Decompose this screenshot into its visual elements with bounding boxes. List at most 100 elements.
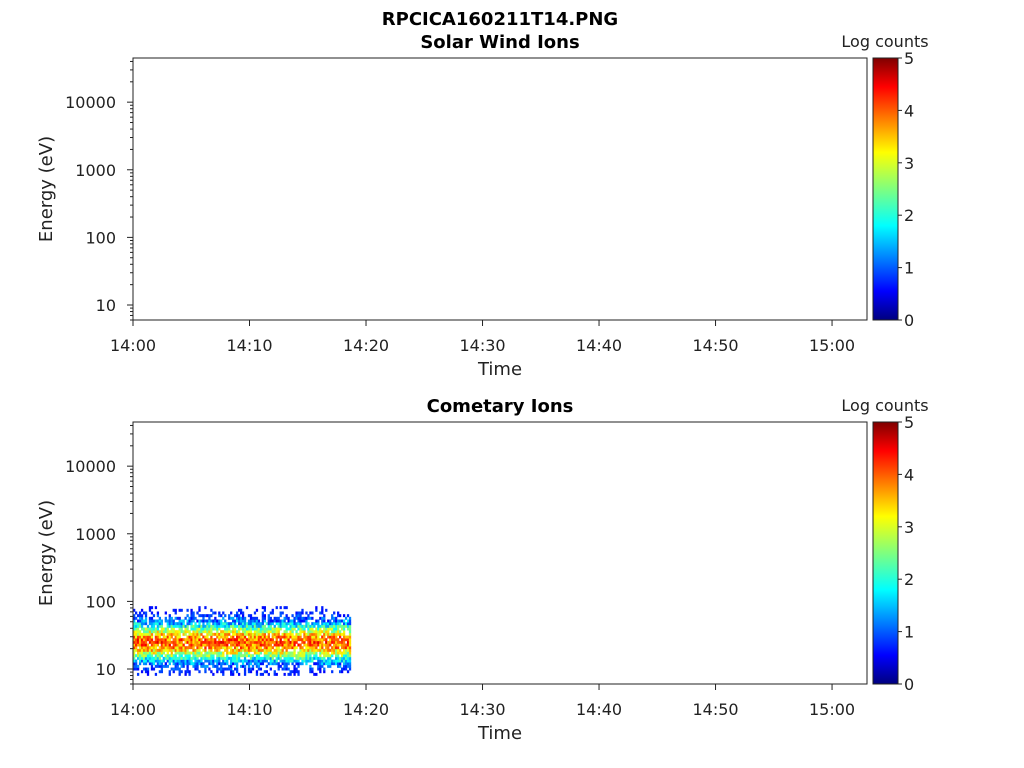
spectrogram-cell [251,640,255,644]
spectrogram-cell [188,646,191,650]
spectrogram-cell [186,670,189,674]
spectrogram-cell [249,654,253,658]
spectrogram-cell [198,614,201,618]
y-axis-label: Energy (eV) [36,136,57,242]
spectrogram-cell [192,619,195,623]
spectrogram-cell [194,640,197,644]
spectrogram-cell [196,667,199,671]
spectrogram-cell [134,611,138,615]
spectrogram-cell [176,638,179,642]
spectrogram-cell [340,627,344,631]
spectrogram-cell [164,643,167,647]
spectrogram-cell [249,656,253,660]
spectrogram-cell [329,659,332,663]
spectrogram-cell [148,651,152,655]
spectrogram-cell [188,643,191,647]
spectrogram-cell [152,619,156,623]
spectrogram-cell [192,656,195,660]
spectrogram-cell [283,651,286,655]
spectrogram-cell [196,643,199,647]
spectrogram-cell [265,627,268,631]
spectrogram-cell [259,651,263,655]
spectrogram-cell [133,630,136,634]
spectrogram-cell [222,670,225,674]
spectrogram-cell [164,648,167,652]
spectrogram-cell [216,643,219,647]
spectrogram-cell [257,662,261,666]
spectrogram-cell [293,622,296,626]
spectrogram-cell [317,662,320,666]
spectrogram-cell [136,638,140,642]
spectrogram-cell [176,667,179,671]
spectrogram-cell [255,670,259,674]
spectrogram-cell [216,630,219,634]
spectrogram-cell [321,664,324,668]
colorbar-gradient [872,57,899,321]
spectrogram-cell [317,632,320,636]
spectrogram-cell [325,632,328,636]
spectrogram-cell [134,664,138,668]
spectrogram-cell [321,619,324,623]
spectrogram-cell [323,651,326,655]
spectrogram-cell [210,646,213,650]
spectrogram-cell [158,622,162,626]
spectrogram-cell [133,656,136,660]
spectrogram-cell [247,614,251,618]
spectrogram-cell [249,624,253,628]
spectrogram-cell [309,624,312,628]
spectrogram-cell [200,624,203,628]
spectrogram-cell [222,632,225,636]
spectrogram-cell [243,616,247,620]
spectrogram-cell [237,632,241,636]
spectrogram-cell [346,646,350,650]
spectrogram-cell [295,659,298,663]
spectrogram-cell [299,643,302,647]
spectrogram-cell [208,667,211,671]
spectrogram-cell [156,614,160,618]
spectrogram-cell [198,654,201,658]
spectrogram-cell [150,651,154,655]
spectrogram-cell [144,659,148,663]
spectrogram-cell [291,646,294,650]
spectrogram-cell [291,643,294,647]
spectrogram-cell [228,638,231,642]
plot-frame [132,421,868,685]
spectrogram-cell [249,640,253,644]
spectrogram-cell [140,648,144,652]
spectrogram-cell [232,632,235,636]
spectrogram-cell [216,662,219,666]
spectrogram-cell [138,659,142,663]
spectrogram-cell [206,643,209,647]
colorbar-tick-label: 1 [904,259,914,278]
spectrogram-cell [319,640,322,644]
spectrogram-cell [216,651,219,655]
spectrogram-cell [235,611,239,615]
spectrogram-cell [224,632,227,636]
spectrogram-cell [178,654,181,658]
spectrogram-cell [220,632,223,636]
spectrogram-cell [186,659,189,663]
spectrogram-cell [235,638,239,642]
spectrogram-cell [146,654,150,658]
spectrogram-cell [269,654,272,658]
spectrogram-cell [235,630,239,634]
spectrogram-cell [297,611,300,615]
spectrogram-cell [261,672,265,676]
spectrogram-cell [253,656,257,660]
spectrogram-cell [224,659,227,663]
spectrogram-cell [239,627,243,631]
spectrogram-cell [178,630,181,634]
spectrogram-cell [338,624,342,628]
spectrogram-cell [202,643,205,647]
spectrogram-cell [245,624,249,628]
spectrogram-cell [140,638,144,642]
spectrogram-cell [323,635,326,639]
spectrogram-cell [279,638,282,642]
spectrogram-cell [346,627,350,631]
spectrogram-cell [281,624,284,628]
spectrogram-cell [337,627,340,631]
spectrogram-cell [295,654,298,658]
spectrogram-cell [249,627,253,631]
x-tick-label: 14:40 [576,700,622,719]
spectrogram-cell [241,638,245,642]
